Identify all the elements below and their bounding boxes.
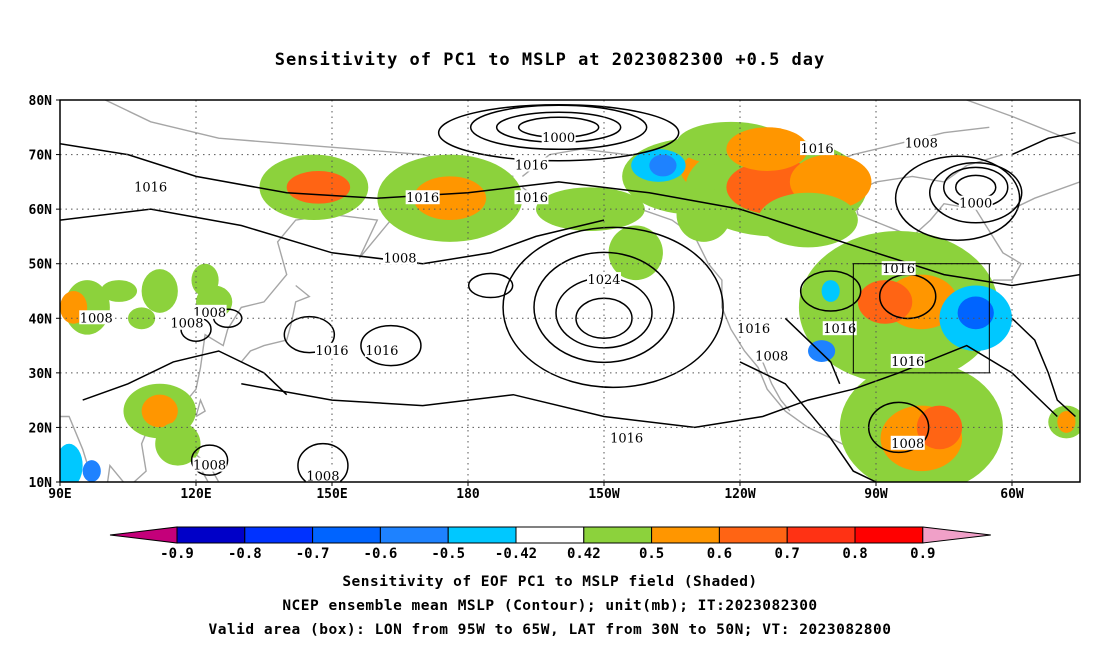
lat-label: 60N [29, 203, 53, 218]
contour-label: 1016 [737, 322, 770, 337]
colorbar-tick-label: 0.6 [707, 546, 732, 562]
colorbar-swatch [583, 526, 653, 544]
contour-label: 1008 [891, 437, 924, 452]
colorbar-swatch [718, 526, 788, 544]
lon-label: 180 [456, 487, 480, 502]
plot-frame [59, 99, 1081, 483]
colorbar-swatch [447, 526, 517, 544]
lat-label: 10N [29, 476, 53, 491]
contour-label: 1016 [515, 158, 548, 173]
contour-label: 1008 [306, 470, 339, 485]
contour-label: 1024 [587, 273, 620, 288]
lat-label: 50N [29, 258, 53, 273]
colorbar-tick-label: -0.5 [431, 546, 465, 562]
contour-label: 1008 [193, 459, 226, 474]
map-title: Sensitivity of PC1 to MSLP at 2023082300… [274, 50, 826, 70]
colorbar-tick-label: -0.7 [296, 546, 330, 562]
valid-area-box [852, 263, 990, 374]
colorbar-swatch [651, 526, 720, 544]
contour-label: 1016 [891, 355, 924, 370]
contour-label: 1016 [315, 344, 348, 359]
contour-label: 1008 [170, 317, 203, 332]
lon-label: 150E [316, 487, 347, 502]
contour-label: 1016 [610, 431, 643, 446]
colorbar-tick-label: -0.42 [495, 546, 537, 562]
lon-label: 120E [180, 487, 211, 502]
lat-label: 20N [29, 421, 53, 436]
colorbar-swatch [176, 526, 246, 544]
colorbar-swatch [379, 526, 449, 544]
colorbar-tick-label: 0.42 [567, 546, 601, 562]
colorbar-swatch [854, 526, 924, 544]
lon-label: 150W [588, 487, 619, 502]
caption-line-2: NCEP ensemble mean MSLP (Contour); unit(… [282, 598, 818, 614]
lat-label: 70N [29, 149, 53, 164]
contour-label: 1016 [801, 142, 834, 157]
contour-label: 1016 [134, 180, 167, 195]
colorbar-tick-label: -0.6 [364, 546, 398, 562]
caption-line-1: Sensitivity of EOF PC1 to MSLP field (Sh… [342, 574, 758, 590]
colorbar-tick-label: 0.7 [775, 546, 800, 562]
contour-label: 1016 [515, 191, 548, 206]
contour-label: 1000 [542, 131, 575, 146]
lon-label: 120W [724, 487, 755, 502]
colorbar-swatch [244, 526, 314, 544]
lat-label: 80N [29, 94, 53, 109]
contour-label: 1000 [959, 197, 992, 212]
colorbar: -0.9 -0.8 -0.7 -0.6 -0.5 -0.42 0.42 0.5 0.6 0.7 0.… [109, 526, 991, 562]
lon-label: 60W [1000, 487, 1024, 502]
lat-label: 40N [29, 312, 53, 327]
lon-label: 90E [48, 487, 71, 502]
colorbar-tick-label: -0.8 [228, 546, 262, 562]
colorbar-tick-label: 0.5 [639, 546, 664, 562]
colorbar-swatch [312, 526, 381, 544]
caption-line-3: Valid area (box): LON from 95W to 65W, L… [208, 622, 892, 638]
contour-label: 1016 [406, 191, 439, 206]
colorbar-tick-label: 0.8 [842, 546, 867, 562]
contour-label: 1008 [383, 251, 416, 266]
sensitivity-shading [60, 121, 1080, 482]
colorbar-swatch [515, 526, 585, 544]
sensitivity-map: 1000 1016 1016 1008 1000 1016 1016 1016 1016 1008… [29, 94, 1081, 562]
contour-label: 1008 [755, 349, 788, 364]
lat-label: 30N [29, 367, 53, 382]
lon-label: 90W [864, 487, 888, 502]
contour-label: 1016 [365, 344, 398, 359]
colorbar-swatch [786, 526, 856, 544]
colorbar-tick-label: 0.9 [910, 546, 935, 562]
contour-label: 1008 [905, 137, 938, 152]
contour-label: 1016 [882, 262, 915, 277]
colorbar-tick-label: -0.9 [160, 546, 194, 562]
contour-label: 1016 [823, 322, 856, 337]
contour-labels: 1000 1016 1016 1008 1000 1016 1016 1016 1016 1008… [79, 130, 993, 485]
contour-label: 1008 [80, 311, 113, 326]
